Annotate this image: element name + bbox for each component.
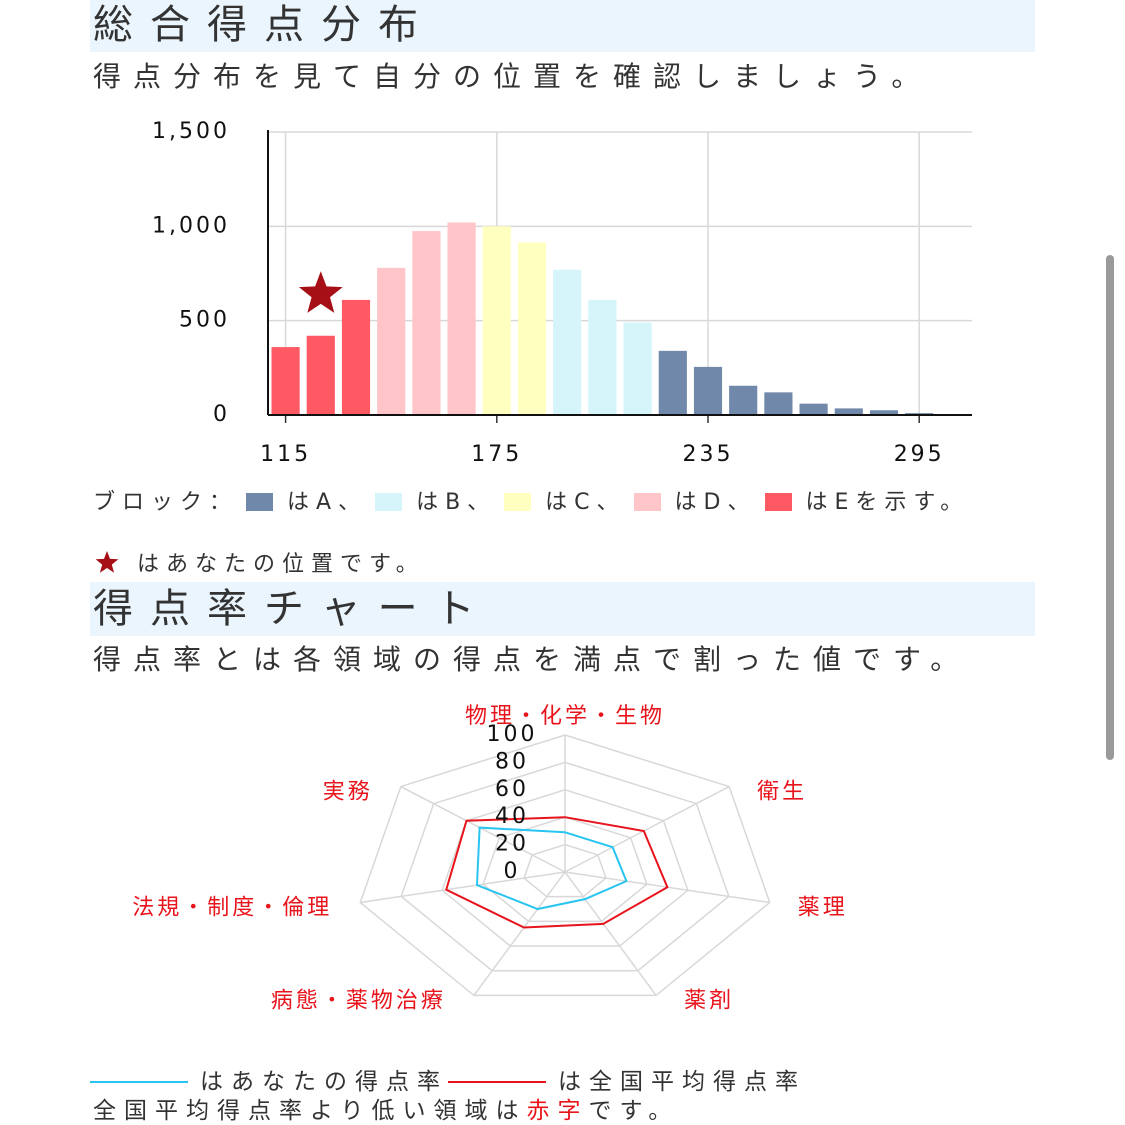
bar — [482, 226, 511, 415]
r-tick-label: 60 — [495, 777, 529, 802]
y-tick-label: 500 — [179, 308, 230, 333]
radar-legend: はあなたの得点率 は全国平均得点率 — [90, 1067, 806, 1097]
x-tick-label: 175 — [471, 442, 522, 467]
bar — [764, 392, 793, 415]
series-line — [475, 826, 628, 911]
y-tick-label: 0 — [213, 402, 230, 427]
position-legend: はあなたの位置です。 — [93, 550, 425, 580]
bar — [377, 267, 406, 415]
bar — [271, 347, 300, 415]
bar — [729, 385, 758, 415]
series-line — [445, 816, 669, 929]
legend-swatch — [633, 493, 661, 511]
bar — [693, 366, 723, 415]
category-label: 衛生 — [757, 780, 807, 805]
section-subtitle: 得点率とは各領域の得点を満点で割った値です。 — [93, 643, 971, 676]
legend-label: はA、 — [287, 490, 368, 515]
r-tick-label: 0 — [504, 859, 521, 884]
category-label: 法規・制度・倫理 — [132, 895, 332, 920]
legend-label: はC、 — [545, 490, 626, 515]
spoke — [360, 871, 566, 904]
category-label: 薬剤 — [684, 988, 734, 1013]
footnote-text: です。 — [588, 1098, 680, 1124]
legend-swatch — [246, 493, 274, 511]
bar — [834, 408, 863, 415]
bar — [588, 299, 617, 415]
legend-label: はEを示す。 — [805, 490, 970, 515]
grid-ring — [523, 843, 607, 898]
star-icon — [95, 551, 119, 573]
spoke — [564, 871, 657, 996]
bar — [447, 222, 476, 415]
x-tick-label: 295 — [894, 442, 945, 467]
footnote-text: 全国平均得点率より低い領域は — [93, 1098, 527, 1124]
r-tick-label: 80 — [495, 749, 529, 774]
legend-label: は全国平均得点率 — [558, 1069, 806, 1095]
x-tick-label: 235 — [683, 442, 734, 467]
x-tick-label: 115 — [260, 442, 311, 467]
spoke — [473, 871, 566, 996]
bar — [517, 242, 547, 415]
legend-line — [90, 1081, 188, 1083]
scrollbar[interactable] — [1106, 255, 1114, 760]
category-label: 病態・薬物治療 — [271, 988, 446, 1013]
grid-ring — [359, 734, 771, 997]
grid-ring — [400, 761, 730, 972]
grid-ring — [482, 816, 648, 923]
category-label: 実務 — [323, 780, 373, 805]
bar — [412, 231, 441, 415]
category-label: 薬理 — [798, 895, 848, 920]
footnote-highlight: 赤字 — [526, 1098, 589, 1124]
category-label: 物理・化学・生物 — [465, 704, 665, 729]
legend-swatch — [375, 493, 403, 511]
section-header: 得点率チャート — [90, 582, 1035, 636]
section-title: 総合得点分布 — [93, 2, 435, 48]
legend-swatch — [504, 493, 532, 511]
bar — [553, 269, 582, 415]
r-tick-label: 40 — [495, 804, 529, 829]
bar-legend: ブロック： はA、 はB、 はC、 はD、 はEを示す。 — [93, 488, 1023, 518]
legend-label: はあなたの得点率 — [200, 1069, 448, 1095]
position-note: はあなたの位置です。 — [137, 552, 425, 577]
r-tick-label: 100 — [487, 722, 538, 747]
section-header: 総合得点分布 — [90, 0, 1035, 52]
your-position-star — [298, 271, 343, 313]
footnote: 全国平均得点率より低い領域は赤字です。 — [93, 1096, 679, 1125]
bar — [658, 350, 687, 415]
bar — [341, 299, 371, 415]
section-title: 得点率チャート — [93, 586, 492, 632]
r-tick-label: 20 — [495, 832, 529, 857]
spoke — [564, 785, 730, 873]
legend-line — [448, 1081, 546, 1083]
y-tick-label: 1,000 — [152, 213, 230, 238]
bar — [799, 403, 828, 415]
bar — [869, 410, 899, 415]
star-icon-shape — [95, 551, 119, 573]
bar — [306, 335, 335, 415]
legend-label: はD、 — [674, 490, 757, 515]
bar — [623, 322, 652, 415]
spoke — [400, 785, 566, 873]
y-tick-label: 1,500 — [152, 119, 230, 144]
legend-prefix: ブロック： — [93, 490, 239, 515]
legend-label: はB、 — [416, 490, 497, 515]
section-subtitle: 得点分布を見て自分の位置を確認しましょう。 — [93, 60, 932, 93]
legend-swatch — [764, 493, 792, 511]
